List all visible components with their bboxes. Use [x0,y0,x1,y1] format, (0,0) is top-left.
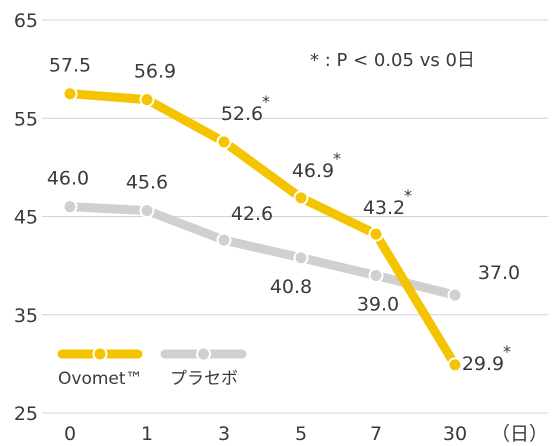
y-axis-ticks: 25 35 45 55 65 [14,10,38,425]
data-label-s0-5: 29.9 [462,353,504,375]
data-label-s1-2: 42.6 [231,203,273,225]
data-point-s1-3 [293,250,309,266]
x-tick-label-30: 30 [443,423,467,445]
data-point-s0-4 [368,226,384,242]
data-point-s0-0 [62,86,78,102]
significance-star-3: * [333,149,341,168]
y-tick-label-55: 55 [14,108,38,130]
x-axis-unit: （日） [491,423,548,445]
data-point-s0-2 [216,134,232,150]
data-label-s1-0: 46.0 [47,168,89,190]
legend: Ovomet™ プラセボ [57,346,247,389]
data-point-s1-0 [62,199,78,215]
data-labels: 57.5 56.952.6*46.9*43.2*29.9*46.0 45.642.6… [47,55,520,375]
x-tick-label-1: 1 [141,423,153,445]
significance-note: * : P < 0.05 vs 0日 [310,50,475,71]
significance-star-4: * [404,186,412,205]
legend-label-0: Ovomet™ [58,369,143,389]
y-tick-label-25: 25 [14,403,38,425]
series-line-1 [65,202,460,300]
data-point-s1-4 [368,267,384,283]
significance-star-5: * [503,342,511,361]
series-line-0 [65,89,460,370]
data-label-s1-3: 40.8 [270,276,312,298]
legend-label-1: プラセボ [170,369,238,389]
data-point-s0-1 [139,92,155,108]
data-point-s1-2 [216,232,232,248]
data-label-s1-5: 37.0 [478,262,520,284]
data-point-s0-5 [447,357,463,373]
data-point-s1-5 [447,287,463,303]
data-label-s0-3: 46.9 [292,160,334,182]
y-tick-label-65: 65 [14,10,38,32]
x-tick-label-0: 0 [64,423,76,445]
data-point-s1-1 [139,203,155,219]
x-tick-label-5: 5 [295,423,307,445]
legend-marker-1 [196,346,211,362]
significance-star-2: * [262,92,270,111]
y-tick-label-35: 35 [14,305,38,327]
y-tick-label-45: 45 [14,207,38,229]
legend-marker-0 [92,346,108,362]
x-axis-ticks: 0 1 3 5 7 30 [64,423,467,445]
data-label-s0-2: 52.6 [221,103,263,125]
gridlines [42,19,548,414]
series-group [62,86,463,373]
data-label-s1-4: 39.0 [357,293,399,315]
data-label-s1-1: 45.6 [126,172,168,194]
data-label-s0-0: 57.5 [49,55,91,77]
data-label-s0-1: 56.9 [134,61,176,83]
data-label-s0-4: 43.2 [363,197,405,219]
x-tick-label-7: 7 [370,423,382,445]
data-point-s0-3 [293,190,309,206]
x-tick-label-3: 3 [218,423,230,445]
